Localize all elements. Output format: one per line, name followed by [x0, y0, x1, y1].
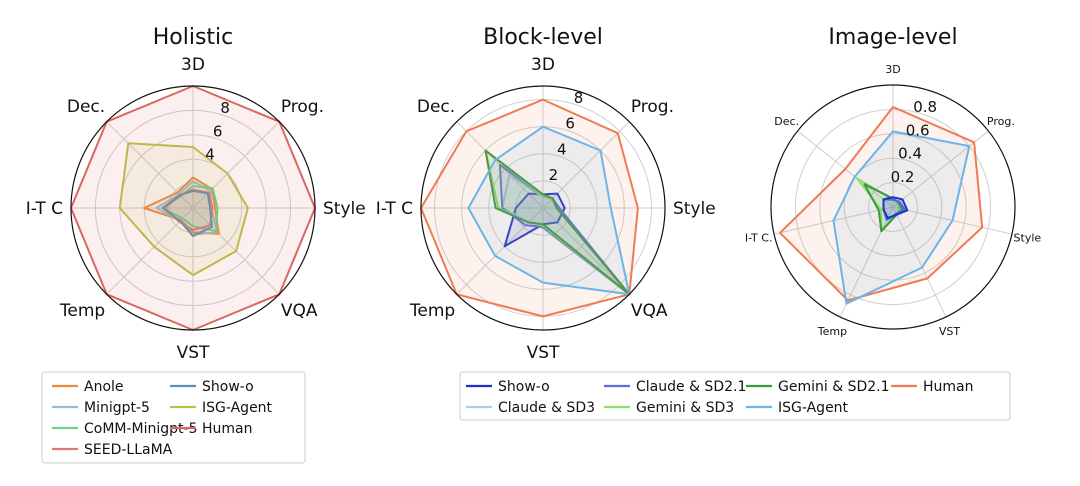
- legend-box: [459, 371, 1011, 421]
- legend-label: Show-o: [202, 379, 254, 395]
- legend-label: Claude & SD2.1: [636, 379, 746, 395]
- legend-entry-seed-llama: SEED-LLaMA: [52, 442, 173, 458]
- axis-label-3d: 3D: [885, 63, 900, 76]
- axis-label-prog: Prog.: [281, 97, 324, 117]
- radial-tick-label: 8: [220, 99, 230, 117]
- radial-tick-label: 4: [205, 146, 215, 164]
- chart-title: Block-level: [483, 25, 603, 50]
- axis-label-dec: Dec.: [67, 97, 105, 117]
- radial-tick-label: 8: [574, 89, 584, 107]
- radial-tick-label: 2: [549, 166, 559, 184]
- legend-entry-anole: Anole: [52, 379, 124, 395]
- legend-label: Show-o: [498, 379, 550, 395]
- legend-label: Gemini & SD3: [636, 400, 734, 416]
- series-isg-agent: [467, 125, 631, 296]
- axis-label-vqa: VQA: [631, 301, 668, 321]
- axis-label-dec: Dec.: [417, 97, 455, 117]
- radial-tick-label: 4: [557, 140, 567, 158]
- axis-label-temp: Temp: [409, 301, 455, 321]
- series-human: [420, 98, 639, 318]
- legend-label: Claude & SD3: [498, 400, 595, 416]
- axis-label-vst: VST: [527, 343, 560, 363]
- legend-entry-show-o: Show-o: [466, 379, 550, 395]
- legend-holistic: Anole Show-o Minigpt-5 ISG-AgentCoMM-Minigp…: [41, 371, 306, 464]
- axis-label-temp: Temp: [817, 325, 847, 338]
- series-show-o: [882, 196, 909, 219]
- legend-entry-isg-agent: ISG-Agent: [170, 400, 273, 416]
- radar-chart-image-level: Image-level 0.2 0.4 0.6 0.8 3D Prog. Style VST Te…: [745, 25, 1042, 338]
- axis-label-prog: Prog.: [631, 97, 674, 117]
- legend-label: Human: [202, 421, 253, 437]
- legend-label: ISG-Agent: [778, 400, 849, 416]
- legend-label: Human: [923, 379, 974, 395]
- radar-chart-holistic: Holistic 4 6 8 3D Prog. Style VQA VST Temp I-T C De…: [26, 25, 366, 363]
- legend-label: Minigpt-5: [84, 400, 150, 416]
- radial-tick-label: 0.4: [898, 145, 922, 163]
- legend-entry-minigpt-5: Minigpt-5: [52, 400, 150, 416]
- axis-label-i-t-c: I-T C.: [745, 232, 773, 245]
- legend-label: CoMM-Minigpt-5: [84, 421, 198, 437]
- legend-box: [41, 371, 306, 464]
- axis-label-style: Style: [673, 199, 716, 219]
- axis-label-vst: VST: [939, 325, 961, 338]
- radial-tick-label: 0.6: [906, 121, 930, 139]
- legend-entry-isg-agent: ISG-Agent: [746, 400, 849, 416]
- series-isg-agent: [118, 142, 249, 277]
- legend-label: Anole: [84, 379, 124, 395]
- axis-label-style: Style: [323, 199, 366, 219]
- radial-tick-label: 0.2: [891, 168, 915, 186]
- series-isg-agent: [832, 130, 971, 305]
- axis-label-vst: VST: [177, 343, 210, 363]
- axis-label-style: Style: [1014, 232, 1042, 245]
- axis-label-3d: 3D: [531, 55, 555, 75]
- legend-label: ISG-Agent: [202, 400, 273, 416]
- radial-tick-label: 6: [213, 122, 223, 140]
- legend-entry-human: Human: [891, 379, 974, 395]
- axis-label-vqa: VQA: [281, 301, 318, 321]
- radar-chart-block-level: Block-level 2 4 6 8 3D Prog. Style VQA VST Temp I-T…: [376, 25, 716, 363]
- outer-frame: [770, 84, 1016, 330]
- axis-label-temp: Temp: [59, 301, 105, 321]
- outer-frame: [420, 85, 666, 331]
- radial-tick-label: 6: [565, 115, 575, 133]
- legend-entry-human: Human: [170, 421, 253, 437]
- legend-entry-show-o: Show-o: [170, 379, 254, 395]
- legend-entry-gemini-sd3: Gemini & SD3: [604, 400, 734, 416]
- legend-entry-comm-minigpt-5: CoMM-Minigpt-5: [52, 421, 198, 437]
- axis-label-i-t-c: I-T C: [26, 199, 63, 219]
- legend-entry-claude-sd3: Claude & SD3: [466, 400, 595, 416]
- legend-block-level: Show-o Claude & SD2.1 Gemini & SD2.1 Human C…: [459, 371, 1011, 421]
- radial-tick-label: 0.8: [913, 98, 937, 116]
- grid-spoke: [892, 130, 989, 208]
- legend-entry-gemini-sd2-1: Gemini & SD2.1: [746, 379, 890, 395]
- axis-label-dec: Dec.: [774, 115, 799, 128]
- outer-frame: [70, 85, 316, 331]
- legend-label: SEED-LLaMA: [84, 442, 173, 458]
- legend-entry-claude-sd2-1: Claude & SD2.1: [604, 379, 746, 395]
- series-human: [70, 85, 316, 331]
- series-show-o: [161, 189, 213, 238]
- axis-label-3d: 3D: [181, 55, 205, 75]
- grid-spoke: [839, 206, 894, 318]
- axis-label-prog: Prog.: [987, 115, 1015, 128]
- axis-label-i-t-c: I-T C: [376, 199, 413, 219]
- legend-label: Gemini & SD2.1: [778, 379, 890, 395]
- grid-spoke: [892, 206, 947, 318]
- chart-title: Holistic: [153, 25, 234, 50]
- chart-title: Image-level: [828, 25, 957, 50]
